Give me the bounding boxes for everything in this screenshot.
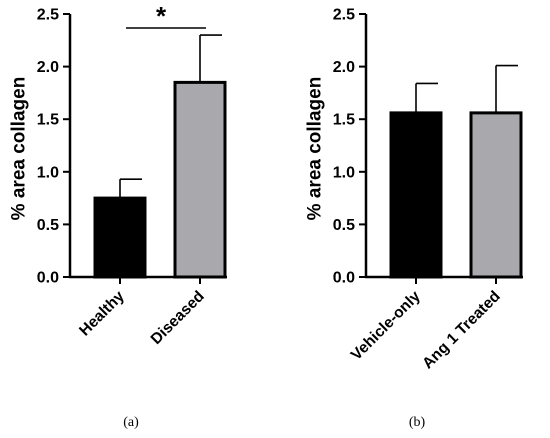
y-tick-label: 1.0: [333, 164, 355, 181]
panel-caption: (a): [123, 415, 139, 430]
y-axis-label: % area collagen: [9, 77, 30, 221]
y-tick-label: 2.5: [37, 7, 59, 24]
x-category-label: Ang 1 Treated: [419, 288, 503, 372]
y-tick-label: 2.0: [37, 59, 59, 76]
y-tick-label: 0.0: [333, 270, 355, 287]
panel-b-chart: 0.0 0.5 1.0 1.5 2.0 2.5 % area collagen Vehicle…: [305, 7, 523, 430]
y-tick-label: 0.5: [37, 217, 59, 234]
y-tick-label: 2.5: [333, 7, 355, 24]
panel-caption: (b): [409, 415, 426, 430]
y-tick-label: 1.5: [333, 112, 355, 129]
bar-ang-1-treated: [469, 111, 523, 279]
significance-marker: *: [156, 1, 167, 31]
y-tick-label: 0.0: [37, 270, 59, 287]
y-tick-label: 2.0: [333, 59, 355, 76]
x-category-label: Healthy: [76, 288, 128, 340]
bar-vehicle-only: [389, 111, 443, 279]
y-tick-label: 0.5: [333, 217, 355, 234]
panel-a-chart: 0.0 0.5 1.0 1.5 2.0 2.5 % area collagen Healthy…: [9, 1, 227, 430]
bar-healthy: [93, 196, 147, 279]
x-category-label: Vehicle-only: [348, 288, 424, 364]
y-tick-label: 1.0: [37, 164, 59, 181]
x-category-label: Diseased: [148, 288, 208, 348]
y-tick-label: 1.5: [37, 112, 59, 129]
bar-diseased: [173, 80, 227, 279]
y-axis-label: % area collagen: [305, 77, 326, 221]
